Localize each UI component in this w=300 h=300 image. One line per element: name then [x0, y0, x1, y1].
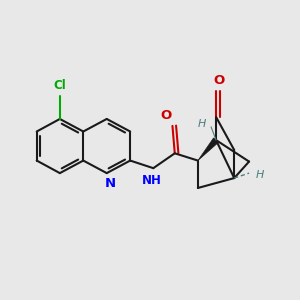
- Text: Cl: Cl: [53, 79, 66, 92]
- Text: H: H: [198, 119, 206, 129]
- Text: N: N: [104, 177, 116, 190]
- Text: NH: NH: [142, 174, 162, 187]
- Text: O: O: [160, 110, 172, 122]
- Polygon shape: [198, 138, 218, 160]
- Text: O: O: [214, 74, 225, 87]
- Text: H: H: [256, 170, 264, 180]
